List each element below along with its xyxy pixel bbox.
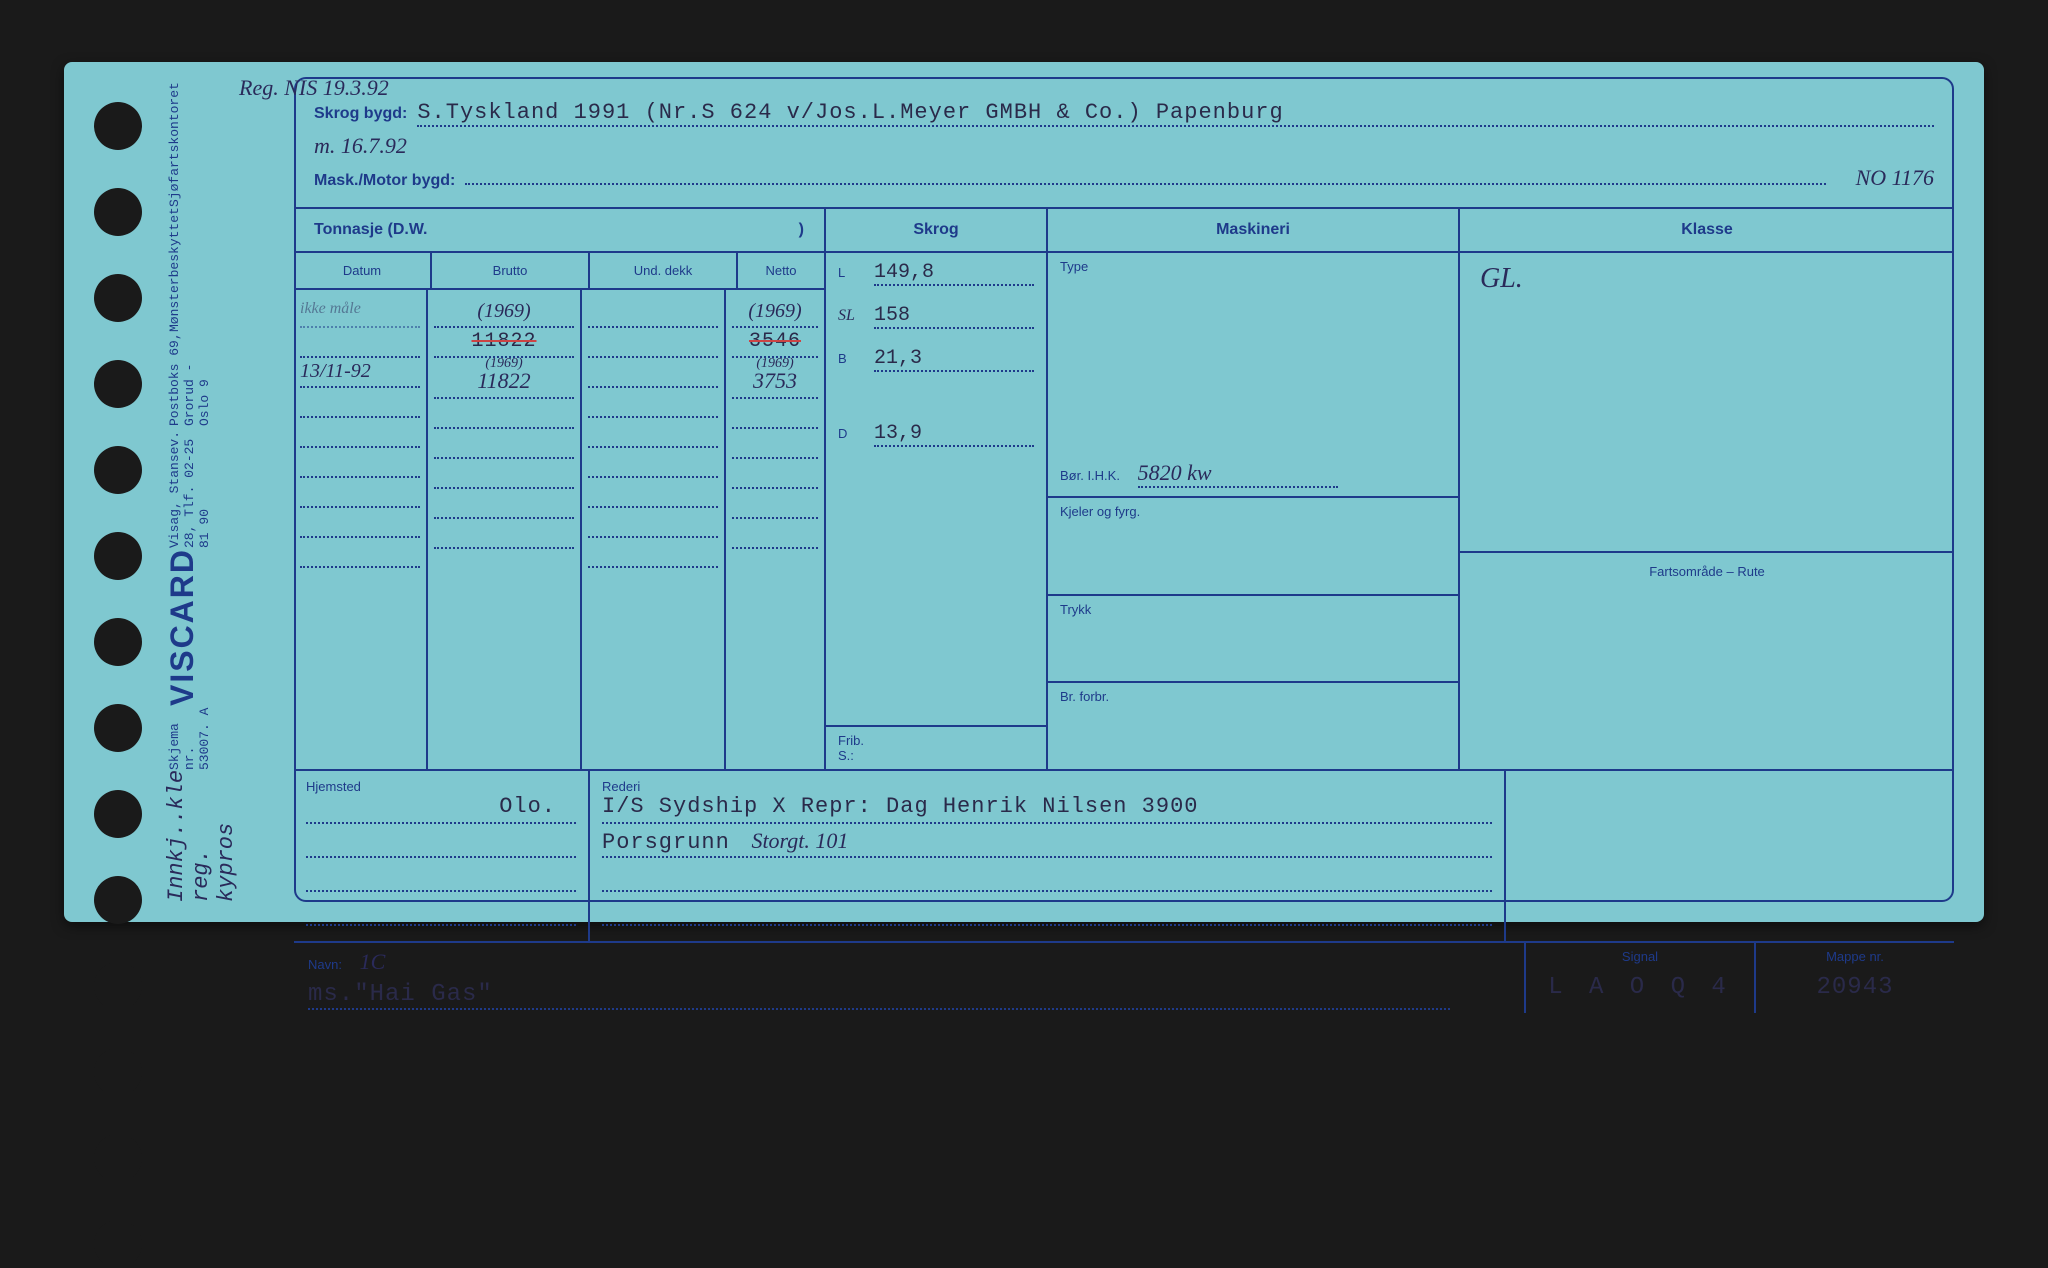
sidebar-brand: VISCARD (164, 547, 201, 705)
netto-cells: (1969) 3546 (1969) 3753 (726, 290, 824, 769)
reg-hand-note: Reg. NIS 19.3.92 (239, 75, 389, 101)
skrog-header: Skrog (826, 209, 1046, 253)
sidebar-sjofart: Sjøfartskontoret (167, 81, 182, 206)
col-datum: Datum (294, 253, 432, 288)
frib-section: Frib. S.: (826, 725, 1046, 769)
hjemsted-col: Hjemsted Olo. (294, 771, 590, 941)
maskineri-body: Type Bør. I.H.K. 5820 kw Kjeler og fyrg.… (1048, 253, 1458, 769)
mask-bygd-label: Mask./Motor bygd: (314, 172, 455, 190)
mappe-value: 20943 (1770, 974, 1940, 1001)
signal-col: Signal L A O Q 4 (1524, 943, 1754, 1013)
skrog-D: 13,9 (874, 422, 1034, 447)
mask-bygd-value (465, 183, 1825, 185)
skrog-SL: 158 (874, 304, 1034, 329)
main-grid: Tonnasje (D.W. ) Datum Brutto Und. dekk … (294, 209, 1954, 769)
sidebar-addr2: Postboks 69, Grorud - Oslo 9 (167, 331, 212, 426)
mappe-label: Mappe nr. (1770, 949, 1940, 964)
klasse-column: Klasse GL. Fartsområde – Rute (1460, 209, 1954, 769)
klasse-header: Klasse (1460, 209, 1954, 253)
klasse-value: GL. (1480, 263, 1523, 294)
header-section: Reg. NIS 19.3.92 Skrog bygd: S.Tyskland … (294, 77, 1954, 209)
rederi-col: Rederi I/S Sydship X Repr: Dag Henrik Ni… (590, 771, 1506, 941)
skrog-L: 149,8 (874, 261, 1034, 286)
rederi-hand: Storgt. 101 (751, 828, 848, 853)
kjeler-label: Kjeler og fyrg. (1060, 504, 1446, 519)
sidebar-hand-note: Innkj..kle reg. kypros (164, 769, 239, 901)
brutto-cells: (1969) 11822 (1969) 11822 (428, 290, 582, 769)
index-card: Innkj..kle reg. kypros Skjema nr. 53007.… (64, 62, 1984, 922)
navn-hand: 1C (360, 949, 386, 974)
maskineri-header: Maskineri (1048, 209, 1458, 253)
tonnasje-body: ikke måle 13/11-92 (1969) 11822 (1969) 1… (294, 290, 824, 769)
skrog-body: L149,8 SL158 B21,3 D13,9 Frib. S.: (826, 253, 1046, 769)
col-netto: Netto (738, 253, 824, 288)
sidebar-skjema: Skjema nr. 53007. A (167, 705, 212, 769)
ihk-value: 5820 kw (1138, 460, 1338, 488)
sidebar-addr1: Visag, Stansev. 28, Tlf. 02-25 81 90 (167, 426, 212, 548)
rederi-line2: Porsgrunn (602, 830, 730, 855)
card-content: Reg. NIS 19.3.92 Skrog bygd: S.Tyskland … (294, 77, 1954, 902)
skrog-bygd-value: S.Tyskland 1991 (Nr.S 624 v/Jos.L.Meyer … (417, 100, 1934, 127)
col-brutto: Brutto (432, 253, 590, 288)
col-und: Und. dekk (590, 253, 738, 288)
maskineri-column: Maskineri Type Bør. I.H.K. 5820 kw Kjele… (1048, 209, 1460, 769)
signal-label: Signal (1540, 949, 1740, 964)
navn-label: Navn: (308, 957, 342, 972)
und-cells (582, 290, 726, 769)
hjemsted-value: Olo. (306, 794, 576, 824)
mappe-col: Mappe nr. 20943 (1754, 943, 1954, 1013)
m-hand-note: m. 16.7.92 (314, 133, 407, 159)
hjemsted-label: Hjemsted (306, 779, 576, 794)
tonnasje-column: Tonnasje (D.W. ) Datum Brutto Und. dekk … (294, 209, 826, 769)
lower-section: Hjemsted Olo. Rederi I/S Sydship X Repr:… (294, 769, 1954, 941)
klasse-body: GL. Fartsområde – Rute (1460, 253, 1954, 769)
trykk-label: Trykk (1060, 602, 1446, 617)
br-forbr-label: Br. forbr. (1060, 689, 1446, 704)
farts-label: Fartsområde – Rute (1649, 564, 1765, 579)
footer-section: Navn: 1C ms."Hai Gas" Signal L A O Q 4 M… (294, 941, 1954, 1013)
skrog-B: 21,3 (874, 347, 1034, 372)
lower-blank (1506, 771, 1954, 941)
skrog-column: Skrog L149,8 SL158 B21,3 D13,9 Frib. S.: (826, 209, 1048, 769)
skrog-bygd-label: Skrog bygd: (314, 105, 407, 123)
navn-value: ms."Hai Gas" (308, 981, 1450, 1010)
rederi-label: Rederi (602, 779, 1492, 794)
ihk-label: Bør. I.H.K. (1060, 468, 1120, 483)
card-sidebar: Innkj..kle reg. kypros Skjema nr. 53007.… (159, 62, 289, 922)
binder-holes (94, 102, 142, 1268)
sidebar-monster: Mønsterbeskyttet (167, 206, 182, 331)
rederi-line1: I/S Sydship X Repr: Dag Henrik Nilsen 39… (602, 794, 1492, 824)
reg-no-hand: NO 1176 (1856, 165, 1934, 191)
datum-cells: ikke måle 13/11-92 (294, 290, 428, 769)
signal-value: L A O Q 4 (1540, 974, 1740, 1001)
tonnasje-header: Tonnasje (D.W. ) (294, 209, 824, 253)
navn-col: Navn: 1C ms."Hai Gas" (294, 943, 1524, 1013)
tonnasje-subheader: Datum Brutto Und. dekk Netto (294, 253, 824, 290)
type-label: Type (1060, 259, 1446, 274)
